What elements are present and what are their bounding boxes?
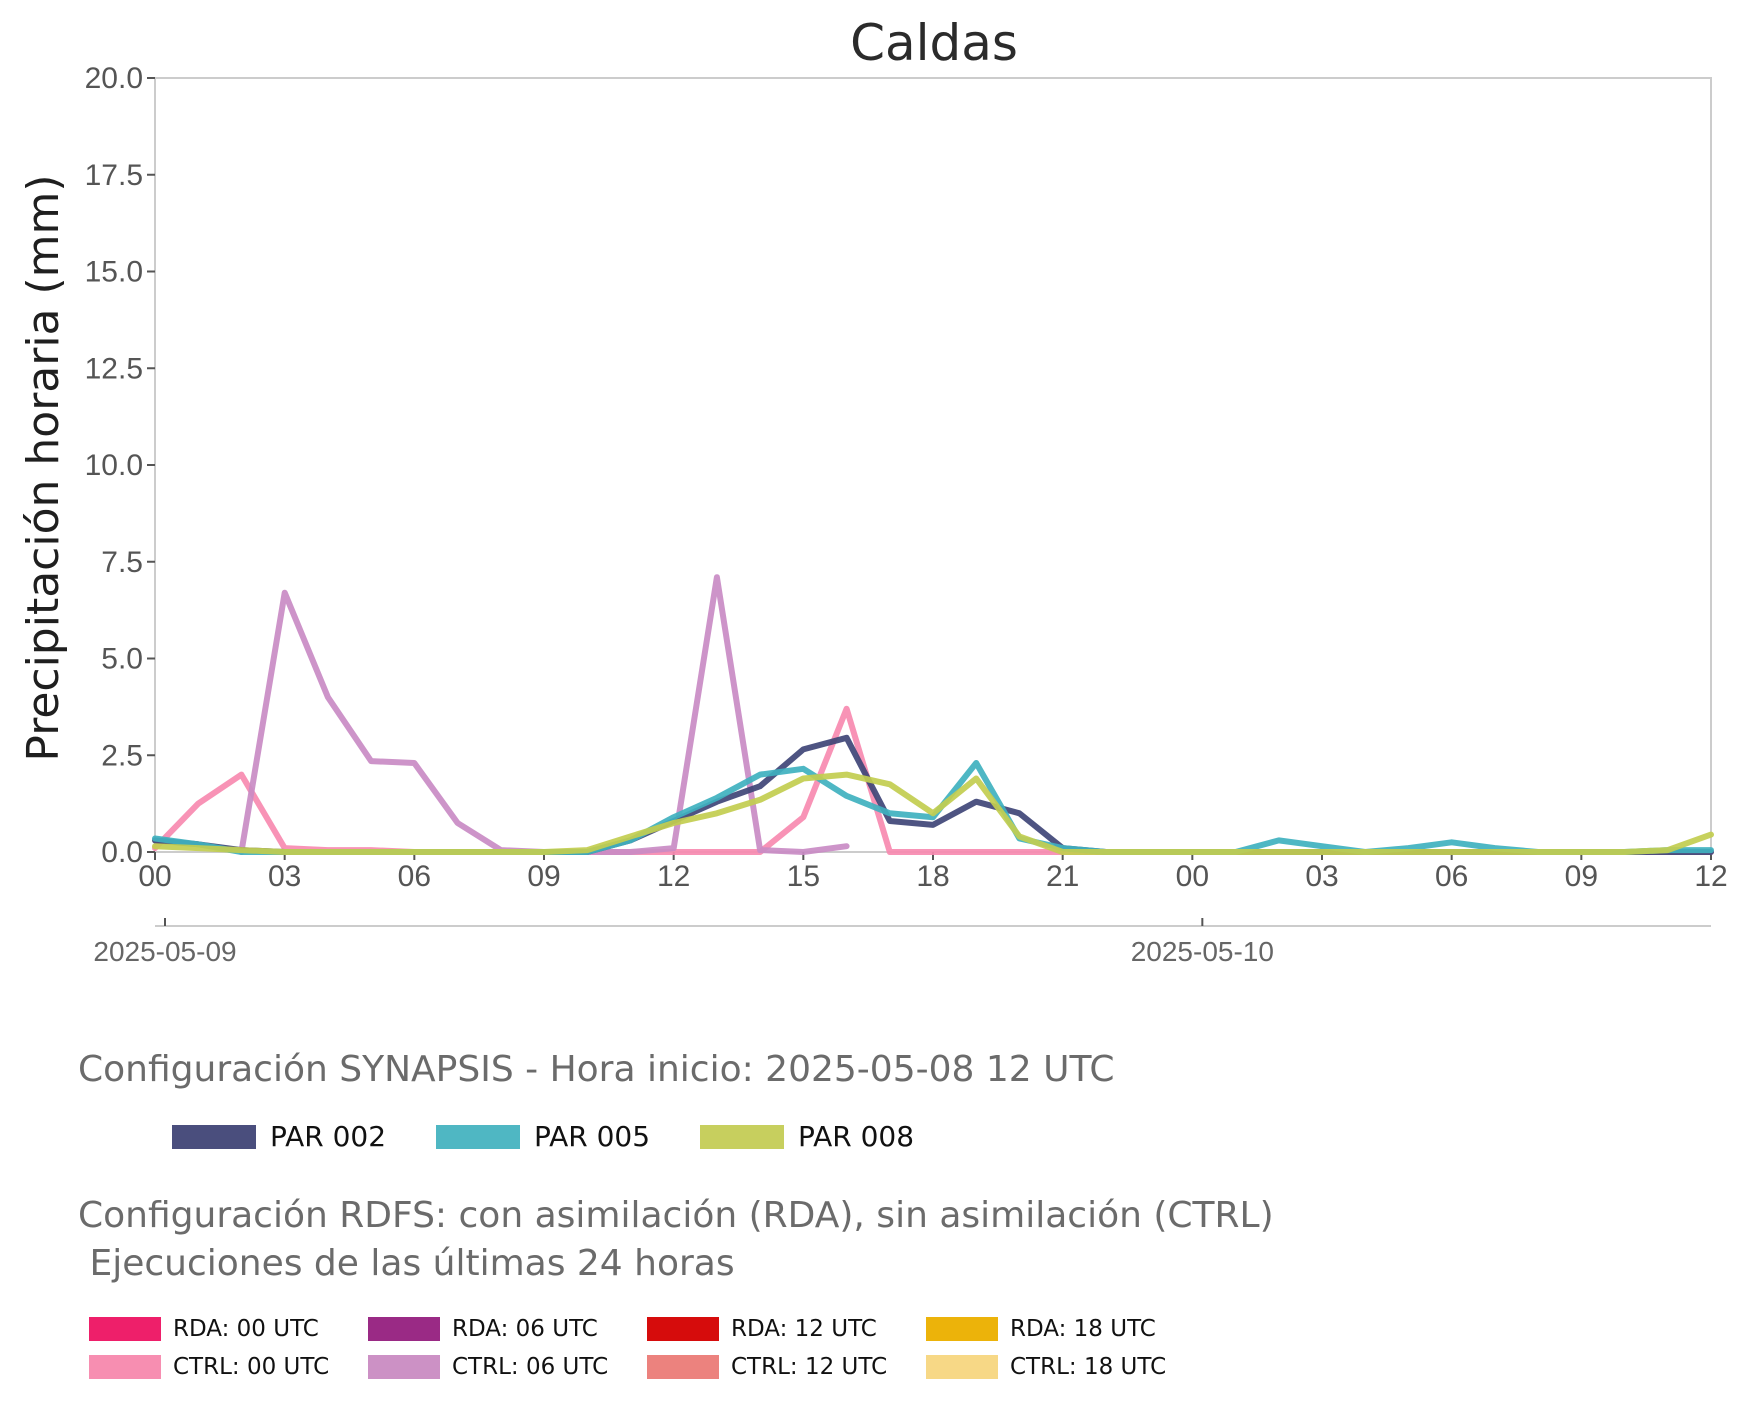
legend-swatch <box>700 1124 784 1149</box>
x-tick-label: 18 <box>916 860 949 893</box>
rdfs-heading: Configuración RDFS: con asimilación (RDA… <box>78 1195 1274 1284</box>
legend-label: CTRL: 12 UTC <box>731 1354 888 1380</box>
rdfs-legend-item: CTRL: 12 UTC <box>647 1354 887 1380</box>
legend-swatch <box>368 1355 440 1379</box>
series-line-ctrl-00-utc <box>152 705 1714 855</box>
legend-label: RDA: 00 UTC <box>173 1316 319 1342</box>
y-tick-label: 7.5 <box>101 546 143 579</box>
series-lines <box>152 574 1714 855</box>
rdfs-legend-item: RDA: 18 UTC <box>926 1316 1156 1342</box>
series-line-par-002 <box>152 734 1714 855</box>
legend-swatch <box>647 1355 719 1379</box>
series-line-ctrl-06-utc <box>238 574 850 855</box>
chart-title: Caldas <box>850 14 1018 72</box>
rdfs-legend: RDA: 00 UTC RDA: 06 UTC RDA: 12 UTC RDA: 18… <box>0 1316 1743 1396</box>
x-tick-label: 06 <box>398 860 431 893</box>
legend-label: CTRL: 06 UTC <box>452 1354 609 1380</box>
x-tick-label: 09 <box>527 860 560 893</box>
precipitation-chart: Caldas Precipitación horaria (mm) 0.0 2.5… <box>18 14 1728 967</box>
legend-swatch <box>172 1124 256 1149</box>
series-line-par-008 <box>152 771 1714 855</box>
series-line-par-005 <box>152 760 1714 855</box>
x-tick-label: 00 <box>1176 860 1209 893</box>
synapsis-legend: PAR 002 PAR 005 PAR 008 <box>0 1120 1743 1160</box>
synapsis-legend-item: PAR 002 <box>172 1120 386 1153</box>
x-axis-ticks: 00 03 06 09 12 15 18 21 00 03 06 09 12 <box>138 852 1728 893</box>
synapsis-legend-item: PAR 008 <box>700 1120 914 1153</box>
rdfs-legend-item: CTRL: 00 UTC <box>89 1354 329 1380</box>
y-tick-label: 17.5 <box>85 159 143 192</box>
y-tick-label: 5.0 <box>101 643 143 676</box>
legend-swatch <box>89 1317 161 1341</box>
legend-label: RDA: 18 UTC <box>1010 1316 1156 1342</box>
rdfs-legend-item: RDA: 00 UTC <box>89 1316 319 1342</box>
y-tick-label: 20.0 <box>85 62 143 95</box>
x-tick-label: 06 <box>1435 860 1468 893</box>
legend-label: PAR 005 <box>534 1120 651 1153</box>
legend-label: CTRL: 18 UTC <box>1010 1354 1167 1380</box>
rdfs-legend-item: RDA: 12 UTC <box>647 1316 877 1342</box>
y-axis-ticks: 0.0 2.5 5.0 7.5 10.0 12.5 15.0 17.5 20.0 <box>85 62 155 869</box>
y-tick-label: 15.0 <box>85 256 143 289</box>
y-tick-label: 10.0 <box>85 449 143 482</box>
legend-label: PAR 008 <box>798 1120 915 1153</box>
x-tick-label: 21 <box>1046 860 1079 893</box>
x-tick-label: 03 <box>268 860 301 893</box>
x-tick-label: 15 <box>787 860 820 893</box>
date-tick-label: 2025-05-09 <box>93 936 236 967</box>
synapsis-legend-item: PAR 005 <box>436 1120 650 1153</box>
legend-swatch <box>436 1124 520 1149</box>
x-tick-label: 03 <box>1305 860 1338 893</box>
legend-label: RDA: 12 UTC <box>731 1316 877 1342</box>
legend-swatch <box>926 1355 998 1379</box>
y-tick-label: 0.0 <box>101 836 143 869</box>
rdfs-legend-item: RDA: 06 UTC <box>368 1316 598 1342</box>
legend-swatch <box>926 1317 998 1341</box>
legend-swatch <box>89 1355 161 1379</box>
x-tick-label: 09 <box>1565 860 1598 893</box>
x-tick-label: 12 <box>1694 860 1727 893</box>
date-axis-ticks: 2025-05-09 2025-05-10 <box>93 918 1274 967</box>
y-tick-label: 2.5 <box>101 739 143 772</box>
legend-label: PAR 002 <box>270 1120 387 1153</box>
rdfs-legend-item: CTRL: 06 UTC <box>368 1354 608 1380</box>
x-tick-label: 00 <box>138 860 171 893</box>
legend-label: CTRL: 00 UTC <box>173 1354 330 1380</box>
rdfs-legend-item: CTRL: 18 UTC <box>926 1354 1166 1380</box>
y-tick-label: 12.5 <box>85 352 143 385</box>
legend-swatch <box>647 1317 719 1341</box>
legend-label: RDA: 06 UTC <box>452 1316 598 1342</box>
synapsis-heading: Configuración SYNAPSIS - Hora inicio: 20… <box>78 1049 1115 1090</box>
plot-area-frame <box>154 77 1712 853</box>
y-axis-label: Precipitación horaria (mm) <box>18 174 69 761</box>
date-tick-label: 2025-05-10 <box>1131 936 1274 967</box>
legend-swatch <box>368 1317 440 1341</box>
x-tick-label: 12 <box>657 860 690 893</box>
